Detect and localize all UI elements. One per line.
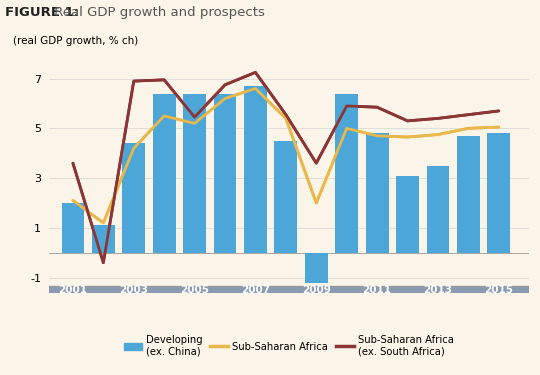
Text: 2013: 2013 bbox=[423, 285, 453, 295]
Bar bbox=[427, 166, 449, 253]
Text: Real GDP growth and prospects: Real GDP growth and prospects bbox=[50, 6, 265, 19]
Text: 2015: 2015 bbox=[484, 285, 514, 295]
Legend: Developing
(ex. China), Sub-Saharan Africa, Sub-Saharan Africa
(ex. South Africa: Developing (ex. China), Sub-Saharan Afri… bbox=[120, 331, 458, 361]
Bar bbox=[488, 134, 510, 253]
Bar bbox=[183, 93, 206, 253]
Bar bbox=[274, 141, 297, 253]
Bar bbox=[244, 86, 267, 253]
Bar bbox=[49, 286, 529, 292]
Bar bbox=[214, 93, 237, 253]
Bar bbox=[62, 203, 84, 253]
Bar bbox=[123, 143, 145, 253]
Text: (real GDP growth, % ch): (real GDP growth, % ch) bbox=[12, 36, 138, 46]
Bar bbox=[153, 93, 176, 253]
Bar bbox=[488, 134, 510, 253]
Bar bbox=[457, 136, 480, 253]
Text: 2003: 2003 bbox=[119, 285, 148, 295]
Bar bbox=[62, 203, 84, 253]
Bar bbox=[396, 176, 419, 253]
Bar bbox=[92, 225, 115, 253]
Bar bbox=[244, 86, 267, 253]
Bar bbox=[366, 134, 388, 253]
Bar bbox=[335, 93, 358, 253]
Bar bbox=[366, 134, 388, 253]
Text: 2005: 2005 bbox=[180, 285, 209, 295]
Bar bbox=[305, 253, 328, 282]
Bar bbox=[214, 93, 237, 253]
Text: 2011: 2011 bbox=[363, 285, 391, 295]
Text: 2001: 2001 bbox=[58, 285, 87, 295]
Text: 2009: 2009 bbox=[302, 285, 330, 295]
Bar bbox=[427, 166, 449, 253]
Bar bbox=[123, 143, 145, 253]
Bar bbox=[183, 93, 206, 253]
Text: 2007: 2007 bbox=[241, 285, 270, 295]
Bar bbox=[305, 253, 328, 282]
Bar bbox=[457, 136, 480, 253]
Bar bbox=[153, 93, 176, 253]
Text: FIGURE 1:: FIGURE 1: bbox=[5, 6, 79, 19]
Bar bbox=[396, 176, 419, 253]
Bar bbox=[92, 225, 115, 253]
Bar bbox=[274, 141, 297, 253]
Bar bbox=[335, 93, 358, 253]
